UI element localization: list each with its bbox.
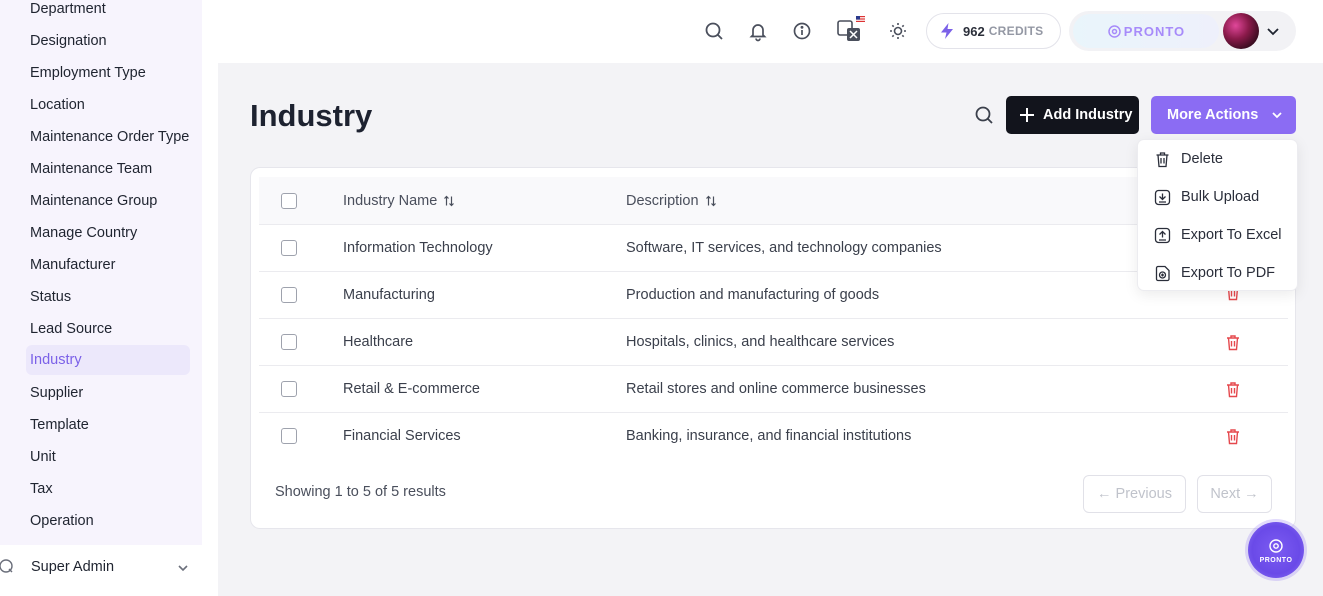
trash-icon <box>1156 151 1169 167</box>
credits-badge[interactable]: 962 CREDITS <box>926 13 1061 49</box>
assistant-fab[interactable]: PRONTO <box>1248 522 1304 578</box>
menu-item-label: Export To PDF <box>1181 265 1276 281</box>
file-export-icon <box>1155 265 1170 281</box>
shield-user-icon <box>0 559 13 573</box>
description-cell: Retail stores and online commerce busine… <box>626 381 926 397</box>
sidebar-item-department[interactable]: Department <box>30 1 106 17</box>
sort-icon[interactable] <box>443 195 455 207</box>
column-header-label: Industry Name <box>343 193 438 209</box>
sidebar-item-maintenance-team[interactable]: Maintenance Team <box>30 161 153 177</box>
industry-name-cell: Financial Services <box>343 428 461 444</box>
translate-icon[interactable] <box>837 16 865 44</box>
profile-menu[interactable]: PRONTO <box>1069 11 1296 51</box>
fab-logo-text: PRONTO <box>1259 556 1293 564</box>
lightning-icon <box>941 23 953 39</box>
sidebar-item-super-admin[interactable]: Super Admin <box>0 552 202 582</box>
industry-name-cell: Retail & E-commerce <box>343 381 480 397</box>
sidebar-item-industry[interactable]: Industry <box>26 345 190 375</box>
bell-icon[interactable] <box>747 20 769 42</box>
download-icon <box>1154 189 1171 205</box>
avatar[interactable] <box>1223 13 1259 49</box>
page-title: Industry <box>250 98 373 133</box>
industry-name-cell: Information Technology <box>343 240 493 256</box>
sidebar-item-designation[interactable]: Designation <box>30 33 107 49</box>
row-checkbox[interactable] <box>281 381 297 397</box>
industry-name-cell: Manufacturing <box>343 287 435 303</box>
sidebar-menu: Department Designation Employment Type L… <box>0 0 202 545</box>
sidebar-item-status[interactable]: Status <box>30 289 72 305</box>
description-cell: Software, IT services, and technology co… <box>626 240 942 256</box>
menu-item-label: Delete <box>1181 151 1223 167</box>
industry-table-card: Industry Name Description Information Te… <box>250 167 1296 529</box>
row-checkbox[interactable] <box>281 240 297 256</box>
select-all-checkbox[interactable] <box>281 193 297 209</box>
brand-logo-text: PRONTO <box>1123 23 1186 39</box>
chevron-down-icon <box>1272 112 1282 119</box>
description-cell: Production and manufacturing of goods <box>626 287 880 303</box>
more-actions-button[interactable]: More Actions <box>1151 96 1296 134</box>
gear-logo-icon <box>1108 24 1121 38</box>
industry-name-cell: Healthcare <box>343 334 414 350</box>
row-checkbox[interactable] <box>281 287 297 303</box>
chevron-down-icon[interactable] <box>1265 23 1281 39</box>
description-cell: Hospitals, clinics, and healthcare servi… <box>626 334 895 350</box>
sidebar-item-unit[interactable]: Unit <box>30 449 56 465</box>
credits-label: CREDITS <box>988 24 1044 38</box>
table-row: Information Technology Software, IT serv… <box>259 225 1288 272</box>
menu-item-label: Bulk Upload <box>1181 189 1260 205</box>
brand-logo: PRONTO <box>1073 14 1219 48</box>
menu-item-export-pdf[interactable]: Export To PDF <box>1154 261 1275 285</box>
sidebar-item-manage-country[interactable]: Manage Country <box>30 225 138 241</box>
chevron-down-icon <box>178 565 188 572</box>
sidebar-item-maintenance-order-type[interactable]: Maintenance Order Type <box>30 129 190 145</box>
menu-item-delete[interactable]: Delete <box>1154 147 1223 171</box>
super-admin-label: Super Admin <box>31 559 115 575</box>
sidebar-item-employment-type[interactable]: Employment Type <box>30 65 146 81</box>
sun-icon[interactable] <box>887 20 909 42</box>
menu-item-export-excel[interactable]: Export To Excel <box>1154 223 1281 247</box>
more-actions-label: More Actions <box>1167 107 1259 123</box>
menu-item-label: Export To Excel <box>1181 227 1282 243</box>
table-row: Retail & E-commerce Retail stores and on… <box>259 366 1288 413</box>
sidebar-item-maintenance-group[interactable]: Maintenance Group <box>30 193 158 209</box>
sidebar: Department Designation Employment Type L… <box>0 0 218 596</box>
sidebar-item-template[interactable]: Template <box>30 417 89 433</box>
table-row: Financial Services Banking, insurance, a… <box>259 413 1288 460</box>
delete-row-icon[interactable] <box>1225 381 1241 398</box>
sidebar-item-operation[interactable]: Operation <box>30 513 94 529</box>
column-header-description[interactable]: Description <box>626 177 717 225</box>
table-row: Healthcare Hospitals, clinics, and healt… <box>259 319 1288 366</box>
description-cell: Banking, insurance, and financial instit… <box>626 428 912 444</box>
table-row: Manufacturing Production and manufacturi… <box>259 272 1288 319</box>
sidebar-item-location[interactable]: Location <box>30 97 85 113</box>
credits-count: 962 <box>963 23 985 39</box>
menu-item-bulk-upload[interactable]: Bulk Upload <box>1154 185 1259 209</box>
more-actions-dropdown: Delete Bulk Upload Export To Excel Expor… <box>1137 139 1298 291</box>
table-search-icon[interactable] <box>973 104 995 126</box>
add-industry-label: Add Industry <box>1043 107 1133 123</box>
sidebar-item-manufacturer[interactable]: Manufacturer <box>30 257 116 273</box>
sort-icon[interactable] <box>705 195 717 207</box>
column-header-industry-name[interactable]: Industry Name <box>343 177 455 225</box>
sidebar-item-lead-source[interactable]: Lead Source <box>30 321 113 337</box>
gear-logo-icon <box>1269 538 1283 553</box>
table-header: Industry Name Description <box>259 177 1288 225</box>
upload-icon <box>1154 227 1171 243</box>
pagination-summary: Showing 1 to 5 of 5 results <box>275 484 446 500</box>
previous-page-button[interactable]: ← Previous <box>1083 475 1186 513</box>
delete-row-icon[interactable] <box>1225 334 1241 351</box>
info-icon[interactable] <box>791 20 813 42</box>
sidebar-item-tax[interactable]: Tax <box>30 481 53 497</box>
delete-row-icon[interactable] <box>1225 428 1241 445</box>
add-industry-button[interactable]: Add Industry <box>1006 96 1139 134</box>
next-page-button[interactable]: Next → <box>1197 475 1272 513</box>
row-checkbox[interactable] <box>281 334 297 350</box>
search-icon[interactable] <box>703 20 725 42</box>
row-checkbox[interactable] <box>281 428 297 444</box>
column-header-label: Description <box>626 193 699 209</box>
sidebar-item-supplier[interactable]: Supplier <box>30 385 84 401</box>
plus-icon <box>1020 108 1034 122</box>
